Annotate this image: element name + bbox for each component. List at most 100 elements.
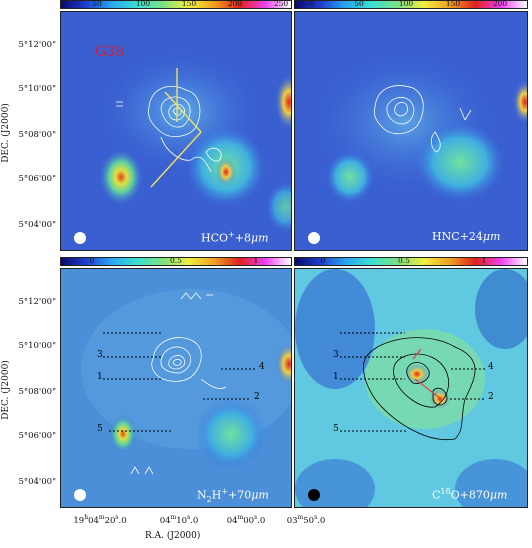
panel-image — [61, 12, 291, 250]
dec-tick-label: 5°06'00" — [18, 431, 56, 441]
cut-label-5: 5 — [97, 424, 103, 434]
dec-tick-label: 5°08'00" — [18, 130, 56, 140]
ra-part: m — [170, 514, 177, 521]
colorbar-tick: 200 — [492, 0, 508, 8]
ra-part: s — [115, 514, 119, 521]
label-part: +8 — [234, 231, 251, 245]
ra-part: 20 — [104, 515, 116, 526]
dec-tick-label: 5°12'00" — [18, 40, 56, 50]
ra-part: s — [254, 514, 258, 521]
ra-part: 50 — [303, 515, 315, 526]
source-label: G38 — [95, 44, 124, 60]
label-part: + — [221, 487, 229, 496]
cut-label-2: 2 — [254, 392, 260, 402]
ra-part: .0 — [317, 515, 326, 526]
ra-part: s — [187, 514, 191, 521]
colorbar-tick: 0 — [320, 256, 326, 265]
cut-label-1: 1 — [333, 372, 339, 382]
panel-image — [295, 12, 527, 250]
beam-ellipse — [74, 232, 86, 244]
colorbar-tick: 0.5 — [170, 256, 182, 265]
label-part: + — [228, 230, 235, 239]
dec-axis-title: DEC. (J2000) — [0, 103, 11, 163]
ra-part: h — [84, 514, 89, 521]
ra-axis-title: R.A. (J2000) — [145, 531, 201, 541]
label-part: O+870 — [450, 488, 490, 502]
colorbar-tick: 150 — [181, 0, 197, 8]
ra-part: m — [98, 514, 105, 521]
colorbar-tick: 200 — [227, 0, 243, 8]
ra-part: m — [297, 514, 304, 521]
ra-part: .0 — [118, 515, 127, 526]
label-part: +70 — [228, 488, 252, 502]
panel-label: C18O+870μm — [432, 487, 507, 502]
dec-tick-label: 5°08'00" — [18, 387, 56, 397]
beam-ellipse — [308, 489, 320, 501]
cut-label-1: 1 — [97, 372, 103, 382]
ra-part: 03 — [286, 515, 298, 526]
colorbar-top-right — [294, 0, 528, 9]
label-part: 2 — [206, 494, 212, 504]
colorbar-tick: 100 — [135, 0, 151, 8]
beam-ellipse — [74, 489, 86, 501]
label-part: HNC+24 — [432, 230, 483, 243]
ra-part: 04 — [159, 515, 171, 526]
ra-part: 04 — [88, 515, 99, 526]
dec-tick-label: 5°10'00" — [18, 341, 56, 351]
colorbar-tick: 0.5 — [398, 256, 410, 265]
panel-hco-8um: G38 HCO++8μm — [60, 11, 292, 251]
ra-part: 19 — [73, 515, 85, 526]
label-part: μm — [251, 488, 269, 502]
cut-label-3: 3 — [333, 350, 339, 360]
colorbar-tick: 150 — [445, 0, 461, 8]
label-part: μm — [482, 230, 501, 243]
panel-c18o-870um: 3 1 5 4 2 C18O+870μm — [294, 268, 528, 508]
ra-tick-label: 03m50s.0 — [287, 514, 326, 526]
panel-label: N2H++70μm — [197, 487, 269, 504]
label-part: μm — [489, 488, 508, 502]
ra-part: 00 — [243, 515, 255, 526]
colorbar-tick: 250 — [273, 0, 289, 8]
colorbar-bottom-right — [294, 257, 528, 266]
ra-part: s — [314, 514, 318, 521]
ra-part: .0 — [190, 515, 199, 526]
ra-part: 10 — [176, 515, 188, 526]
label-part: C — [432, 488, 441, 502]
ra-tick-label: 04m10s.0 — [160, 514, 199, 526]
label-part: H — [211, 488, 222, 502]
cut-label-4: 4 — [488, 362, 494, 372]
colorbar-tick: 50 — [92, 0, 102, 8]
cut-label-2: 2 — [488, 392, 494, 402]
dec-tick-label: 5°10'00" — [18, 84, 56, 94]
dec-axis-title: DEC. (J2000) — [0, 360, 11, 420]
panel-image — [61, 269, 291, 507]
colorbar-tick: 0 — [89, 256, 95, 265]
ra-part: m — [237, 514, 244, 521]
label-part: N — [197, 488, 207, 502]
colorbar-tick: 0 — [309, 0, 315, 8]
cut-label-4: 4 — [259, 362, 265, 372]
panel-image — [295, 269, 527, 507]
panel-label: HNC+24μm — [432, 230, 500, 243]
ra-part: 04 — [226, 515, 238, 526]
cut-label-3: 3 — [97, 350, 103, 360]
ra-part: .0 — [257, 515, 266, 526]
dec-tick-label: 5°12'00" — [18, 297, 56, 307]
beam-ellipse — [308, 232, 320, 244]
colorbar-tick: 1 — [481, 256, 487, 265]
dec-tick-label: 5°04'00" — [18, 477, 56, 487]
colorbar-bottom-left — [60, 257, 292, 266]
colorbar-tick: 100 — [398, 0, 414, 8]
ra-tick-label: 04m00s.0 — [227, 514, 266, 526]
label-part: μm — [250, 231, 269, 245]
cut-label-5: 5 — [333, 424, 339, 434]
panel-hnc-24um: HNC+24μm — [294, 11, 528, 251]
colorbar-top-left — [60, 0, 292, 9]
panel-n2h-70um: 3 1 5 4 2 N2H++70μm — [60, 268, 292, 508]
label-part: HCO — [201, 231, 229, 245]
colorbar-tick: 1 — [253, 256, 259, 265]
dec-tick-label: 5°06'00" — [18, 174, 56, 184]
label-part: 18 — [440, 487, 451, 496]
ra-tick-label: 19h04m20s.0 — [73, 514, 126, 526]
panel-label: HCO++8μm — [201, 230, 269, 245]
